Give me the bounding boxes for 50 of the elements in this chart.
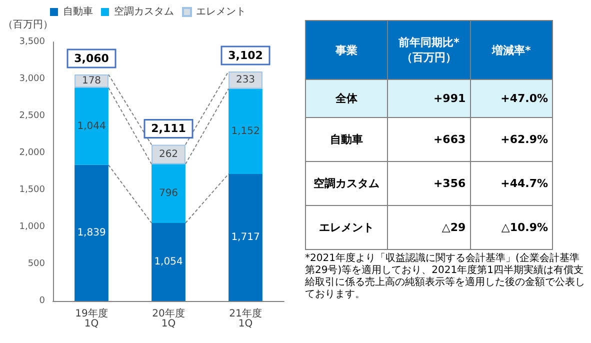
data-label: 1,054 <box>154 256 183 268</box>
y-tick-label: 0 <box>39 296 46 306</box>
legend-label: 自動車 <box>63 6 93 18</box>
data-label: 262 <box>158 148 178 160</box>
bar <box>152 164 186 224</box>
text: +62.9% <box>500 133 548 146</box>
text: +44.7% <box>500 177 548 190</box>
bar <box>228 174 262 301</box>
x-tick-label: 21年度 1Q <box>229 308 262 330</box>
total-label: 3,102 <box>228 48 263 62</box>
text: +47.0% <box>500 92 548 105</box>
y-tick-label: 3,000 <box>19 74 46 84</box>
data-label: 233 <box>236 74 256 86</box>
data-label: 1,044 <box>77 120 106 132</box>
y-tick-label: 2,500 <box>19 111 46 121</box>
text: *2021年度より「収益認識に関する会計基準」(企業会計基準第29号)等を適用しており、2021年度第1四半期実績は有償支給取引に係る売上高の純額表示等を適用した後の金額で公表しております。 <box>305 253 586 301</box>
category-label: 増減率* <box>470 20 552 80</box>
data-label: 1,152 <box>231 126 260 137</box>
total-label: 3,060 <box>74 52 110 65</box>
total-label: 2,111 <box>151 122 186 136</box>
bar <box>152 223 186 301</box>
y-axis-title: （百万円） <box>3 20 53 30</box>
category-label: エレメント <box>319 221 374 234</box>
category-label: 空調カスタム <box>314 177 380 190</box>
category-label: 自動車 <box>330 133 364 146</box>
y-tick-label: 2,000 <box>19 148 46 158</box>
bar <box>228 88 262 174</box>
y-tick-label: 1,000 <box>19 222 46 232</box>
text: +991 <box>433 92 466 105</box>
data-label: 1,839 <box>77 227 106 238</box>
text: 事業 <box>306 20 388 80</box>
x-tick-label: 19年度 1Q <box>75 308 108 330</box>
bar <box>74 164 108 301</box>
text: △29 <box>442 221 466 234</box>
y-tick-label: 1,500 <box>19 185 46 195</box>
bar <box>152 144 186 164</box>
category-label: 前年同期比* （百万円） <box>388 20 470 80</box>
data-label: 796 <box>158 188 178 200</box>
text: +663 <box>433 133 466 146</box>
data-label: 178 <box>82 76 102 87</box>
category-label: 全体 <box>336 92 358 105</box>
legend-label: エレメント <box>196 6 246 18</box>
data-label: 1,717 <box>231 232 260 243</box>
y-tick-label: 3,500 <box>19 37 46 47</box>
x-tick-label: 20年度 1Q <box>152 308 185 330</box>
bar <box>74 88 108 165</box>
y-tick-label: 500 <box>28 259 46 269</box>
legend-label: 空調カスタム <box>114 6 174 18</box>
text: △10.9% <box>501 221 548 234</box>
text: +356 <box>433 177 466 190</box>
